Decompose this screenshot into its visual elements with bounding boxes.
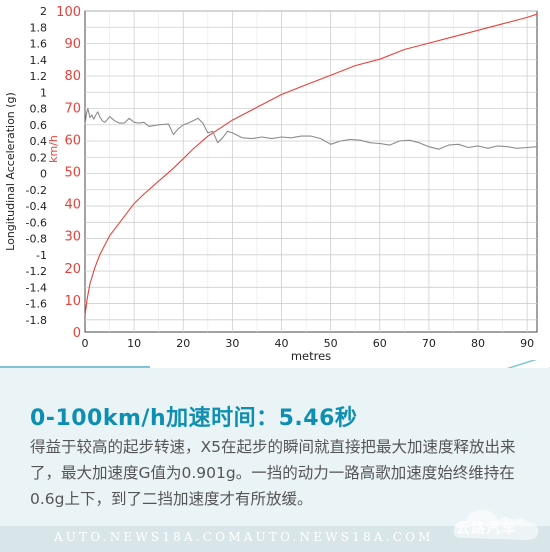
x-tick-label: 90 bbox=[520, 337, 534, 350]
y-left-tick-label: -1.8 bbox=[26, 314, 47, 327]
acceleration-series-line bbox=[84, 107, 538, 150]
y-left-tick-label: 1 bbox=[40, 86, 47, 99]
cloud-logo-icon bbox=[453, 510, 539, 540]
x-tick-label: 60 bbox=[373, 337, 387, 350]
y-right-tick-label: 40 bbox=[64, 198, 81, 213]
chart-area: 0 10 20 30 40 50 60 70 80 90 2 1.8 1.6 1.4 1.2 1 0.8 0.6 0… bbox=[4, 5, 538, 363]
y-left-tick-label: 1.6 bbox=[30, 38, 48, 51]
y-left-tick-label: -1 bbox=[36, 249, 47, 262]
y-right-tick-label: 80 bbox=[64, 69, 81, 84]
y-right-tick-label: 10 bbox=[64, 294, 81, 309]
y-right-tick-label: 60 bbox=[64, 133, 81, 148]
y-left-tick-label: 0 bbox=[40, 168, 47, 181]
y-left-tick-label: 1.2 bbox=[30, 70, 48, 83]
y-left-tick-label: 0.2 bbox=[30, 151, 48, 164]
y-left-tick-label: -0.4 bbox=[26, 200, 47, 213]
y-left-tick-label: -1.4 bbox=[26, 281, 47, 294]
y-left-axis-label: Longitudinal Acceleration (g) bbox=[4, 92, 17, 251]
x-axis-label: metres bbox=[291, 349, 331, 363]
y-left-tick-label: 0.6 bbox=[30, 119, 48, 132]
headline: 0-100km/h加速时间：5.46秒 bbox=[30, 406, 358, 431]
logo-text: 云路汽车 bbox=[456, 521, 516, 537]
y-left-tick-label: -0.8 bbox=[26, 233, 47, 246]
y-right-tick-label: 100 bbox=[56, 5, 81, 20]
plot-frame bbox=[84, 10, 538, 333]
y-left-tick-label: 0.4 bbox=[30, 135, 48, 148]
y-left-tick-label: -0.6 bbox=[26, 216, 47, 229]
x-tick-label: 40 bbox=[275, 337, 289, 350]
y-left-tick-label: 1.4 bbox=[30, 54, 48, 67]
x-tick-label: 80 bbox=[471, 337, 485, 350]
x-tick-label: 70 bbox=[422, 337, 436, 350]
x-tick-label: 50 bbox=[324, 337, 338, 350]
speed-series-line bbox=[84, 13, 538, 316]
acceleration-chart: 0 10 20 30 40 50 60 70 80 90 2 1.8 1.6 1.4 1.2 1 0.8 0.6 0… bbox=[4, 5, 538, 363]
y-left-tick-label: -1.2 bbox=[26, 265, 47, 278]
y-right-axis-label: km/h bbox=[47, 135, 60, 163]
x-tick-label: 20 bbox=[176, 337, 190, 350]
y-left-tick-label: -0.2 bbox=[26, 184, 47, 197]
x-tick-label: 30 bbox=[225, 337, 239, 350]
y-right-tick-label: 50 bbox=[64, 166, 81, 181]
y-left-tick-label: 0.8 bbox=[30, 103, 48, 116]
y-right-tick-label: 90 bbox=[64, 37, 81, 52]
y-left-tick-label: -1.6 bbox=[26, 298, 47, 311]
y-right-tick-label: 70 bbox=[64, 101, 81, 116]
y-left-tick-label: 2 bbox=[40, 5, 47, 18]
x-tick-label: 10 bbox=[127, 337, 141, 350]
info-panel: 0-100km/h加速时间：5.46秒 得益于较高的起步转速，X5在起步的瞬间就… bbox=[0, 368, 550, 552]
y-right-tick-label: 30 bbox=[64, 230, 81, 245]
x-tick-label: 0 bbox=[82, 337, 89, 350]
watermark-footer: AUTO.NEWS18A.COMAUTO.NEWS18A.COM bbox=[54, 530, 434, 544]
y-right-tick-label: 20 bbox=[64, 262, 81, 277]
y-right-tick-label: 0 bbox=[73, 326, 81, 341]
y-left-tick-label: 1.8 bbox=[30, 21, 48, 34]
body-text: 得益于较高的起步转速，X5在起步的瞬间就直接把最大加速度释放出来了，最大加速度G… bbox=[30, 438, 516, 508]
